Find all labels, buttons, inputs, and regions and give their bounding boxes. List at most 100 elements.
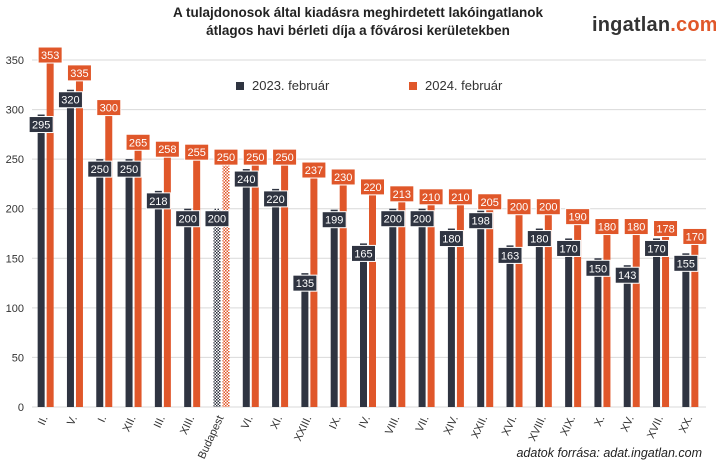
bar-2024 <box>427 198 435 407</box>
y-tick-label: 200 <box>6 204 24 216</box>
bar-2023 <box>477 210 485 407</box>
data-label-2024: 250 <box>246 152 264 164</box>
data-label-box-2023 <box>321 211 347 229</box>
data-label-2023: 200 <box>413 214 431 226</box>
data-label-2024: 258 <box>158 144 176 156</box>
bar-2023 <box>213 208 221 407</box>
data-label-box-2023 <box>263 190 289 208</box>
x-tick-label: VIII. <box>383 414 402 437</box>
data-label-box-2023 <box>87 160 113 178</box>
bar-2024 <box>662 230 670 407</box>
bar-2024 <box>281 159 289 407</box>
data-label-2024: 265 <box>129 137 147 149</box>
data-label-box-2024 <box>154 140 180 158</box>
data-label-box-2024 <box>653 220 679 238</box>
legend-label-2023: 2023. február <box>252 78 330 93</box>
data-label-2024: 180 <box>627 222 645 234</box>
x-tick-label: XVII. <box>645 414 666 441</box>
bar-2023 <box>418 208 426 407</box>
legend-swatch-2024 <box>409 81 417 90</box>
data-label-2023: 320 <box>61 95 79 107</box>
logo-text-com: com <box>676 14 716 36</box>
bar-2024 <box>134 144 142 407</box>
bar-2023 <box>682 253 690 407</box>
data-label-box-2024 <box>301 161 327 179</box>
data-label-box-2023 <box>526 230 552 248</box>
data-label-2024: 200 <box>539 202 557 214</box>
data-label-box-2024 <box>594 218 620 236</box>
bar-2024 <box>75 74 83 407</box>
data-label-box-2023 <box>497 246 523 264</box>
x-tick-label: X. <box>592 414 607 429</box>
bar-2024 <box>222 159 230 407</box>
data-label-2024: 237 <box>305 165 323 177</box>
bar-2023 <box>447 228 455 407</box>
x-tick-label: XXII. <box>469 414 490 441</box>
data-label-box-2024 <box>272 148 298 166</box>
bar-2024 <box>339 178 347 407</box>
data-label-2023: 250 <box>120 164 138 176</box>
x-tick-label: XX. <box>677 414 695 435</box>
bar-2023 <box>301 273 309 407</box>
y-tick-label: 300 <box>6 105 24 117</box>
x-tick-label: XIV. <box>442 414 461 437</box>
bar-2023 <box>535 228 543 407</box>
data-label-box-2023 <box>468 212 494 230</box>
data-label-box-2024 <box>66 64 92 82</box>
data-label-2023: 143 <box>618 270 636 282</box>
bar-2024 <box>544 208 552 407</box>
data-label-2024: 210 <box>451 192 469 204</box>
data-label-box-2023 <box>614 266 640 284</box>
data-label-box-2023 <box>116 160 142 178</box>
logo-text-dot: . <box>670 14 677 36</box>
data-label-box-2024 <box>477 193 503 211</box>
data-label-box-2024 <box>535 198 561 216</box>
data-label-2023: 200 <box>208 214 226 226</box>
data-label-box-2023 <box>204 210 230 228</box>
chart-title-line-1: A tulajdonosok által kiadásra meghirdete… <box>172 5 544 20</box>
bar-2024 <box>603 228 611 407</box>
x-tick-label: IX. <box>327 414 344 431</box>
y-tick-label: 0 <box>18 402 24 414</box>
data-label-2024: 178 <box>656 224 674 236</box>
data-label-2024: 250 <box>217 152 235 164</box>
bar-2023 <box>389 208 397 407</box>
x-tick-label: VI. <box>239 414 256 431</box>
x-tick-label: I. <box>96 414 109 425</box>
x-tick-label: V. <box>65 414 80 428</box>
data-label-box-2023 <box>292 274 318 292</box>
data-label-box-2024 <box>96 99 122 117</box>
data-label-box-2024 <box>37 46 63 64</box>
data-label-2023: 250 <box>91 164 109 176</box>
bar-2024 <box>105 109 113 408</box>
bar-2024 <box>251 159 259 407</box>
bar-2024 <box>574 218 582 407</box>
bar-2023 <box>37 114 45 408</box>
bar-2024 <box>46 57 54 407</box>
x-tick-label: XVI. <box>500 414 520 438</box>
bar-2023 <box>272 188 280 407</box>
data-label-2023: 218 <box>149 196 167 208</box>
x-tick-label: XXIII. <box>292 414 314 443</box>
data-label-2024: 353 <box>41 50 59 62</box>
data-label-box-2024 <box>213 148 239 166</box>
x-tick-label: XIII. <box>178 414 197 437</box>
data-label-box-2024 <box>447 188 473 206</box>
data-label-box-2023 <box>145 192 171 210</box>
bar-2023 <box>623 265 631 407</box>
data-label-2023: 150 <box>589 263 607 275</box>
data-label-2024: 213 <box>393 189 411 201</box>
data-label-box-2023 <box>644 239 670 257</box>
data-label-box-2023 <box>28 116 54 134</box>
data-label-2024: 180 <box>598 222 616 234</box>
x-tick-label: VII. <box>414 414 432 434</box>
y-tick-label: 350 <box>6 55 24 67</box>
bar-2023 <box>594 258 602 407</box>
brand-logo: ingatlan.com <box>592 14 716 37</box>
data-label-2024: 230 <box>334 172 352 184</box>
data-label-2023: 240 <box>237 174 255 186</box>
data-label-2024: 250 <box>275 152 293 164</box>
x-tick-label: XII. <box>121 414 139 434</box>
bar-2024 <box>456 198 464 407</box>
